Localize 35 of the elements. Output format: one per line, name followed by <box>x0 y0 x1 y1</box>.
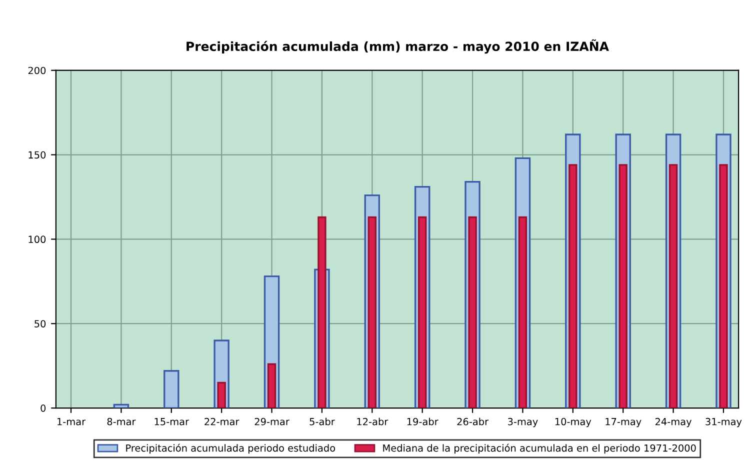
x-tick-label: 3-may <box>508 418 538 428</box>
bar <box>518 216 528 408</box>
x-tick-label: 24-may <box>655 418 692 428</box>
bar <box>668 164 678 408</box>
chart-title: Precipitación acumulada (mm) marzo - mayo 2010 en IZAÑA <box>186 39 609 54</box>
bar <box>267 363 276 408</box>
bar <box>368 216 376 408</box>
y-tick-label: 150 <box>28 151 46 159</box>
x-tick-label: 26-abr <box>457 418 489 426</box>
bar <box>418 216 427 408</box>
bar <box>318 216 326 408</box>
legend-label: Precipitación acumulada periodo estudiado <box>126 444 336 454</box>
x-tick-label: 17-may <box>606 418 642 428</box>
y-tick-label: 200 <box>28 66 46 74</box>
x-tick-label: 12-abr <box>357 418 388 426</box>
bar <box>164 370 180 408</box>
x-tick-label: 19-abr <box>407 418 438 426</box>
bar <box>719 164 728 408</box>
y-tick-label: 50 <box>34 320 46 328</box>
x-tick-label: 29-mar <box>254 418 290 426</box>
legend-label: Mediana de la precipitación acumulada en el periodo 1971-2000 <box>383 444 696 454</box>
bar <box>618 164 628 408</box>
x-tick-label: 5-abr <box>310 418 335 426</box>
bar <box>568 164 578 408</box>
x-tick-label: 1-mar <box>58 418 86 426</box>
y-tick-label: 100 <box>28 236 46 244</box>
x-tick-label: 8-mar <box>107 418 136 426</box>
bar <box>468 216 477 408</box>
x-tick-label: 10-may <box>555 418 592 428</box>
bar <box>217 382 226 408</box>
x-tick-label: 15-mar <box>154 418 190 426</box>
y-tick-label: 0 <box>40 404 46 412</box>
x-tick-label: 31-may <box>706 418 742 428</box>
x-tick-label: 22-mar <box>204 418 240 426</box>
bar <box>113 404 130 408</box>
